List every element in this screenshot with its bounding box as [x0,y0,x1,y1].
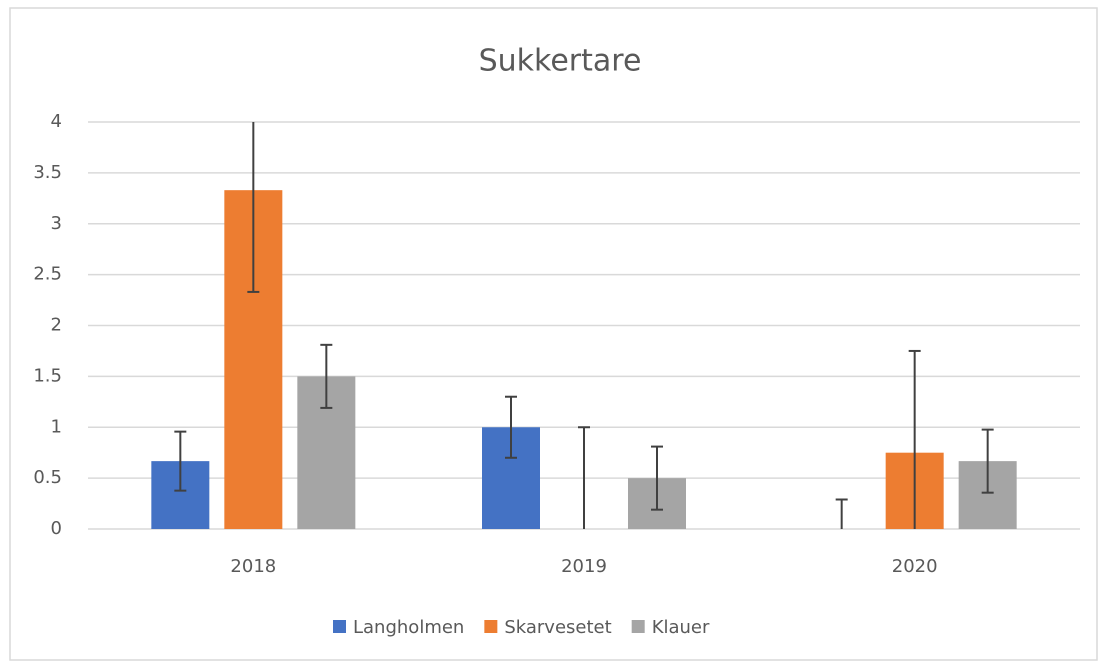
error-bar [578,426,590,529]
y-tick-label: 3.5 [33,162,62,183]
plot-area [151,122,1017,529]
x-tick-label: 2019 [561,556,607,577]
y-tick-label: 0.5 [33,467,62,488]
error-bar [505,395,517,459]
error-bar [908,349,921,529]
y-tick-label: 1.5 [33,365,62,386]
error-bar [835,498,848,529]
error-bar [320,343,333,409]
y-tick-label: 0 [51,518,62,539]
error-bar [247,122,260,293]
error-bar [981,428,994,494]
legend-label: Klauer [652,617,710,638]
y-tick-label: 4 [51,111,62,132]
x-tick-label: 2018 [230,556,276,577]
y-tick-label: 2 [51,315,62,336]
chart-title: Sukkertare [479,44,642,79]
error-bar [651,445,663,511]
legend-label: Skarvesetet [504,617,611,638]
y-tick-label: 1 [51,416,62,437]
y-tick-label: 2.5 [33,264,62,285]
legend-swatch [484,620,498,633]
legend-swatch [631,620,645,633]
y-tick-label: 3 [51,213,62,234]
legend-swatch [333,620,346,633]
error-bar [174,430,187,492]
chart-border [9,7,1098,661]
legend-label: Langholmen [353,617,464,638]
x-tick-label: 2020 [892,556,938,577]
